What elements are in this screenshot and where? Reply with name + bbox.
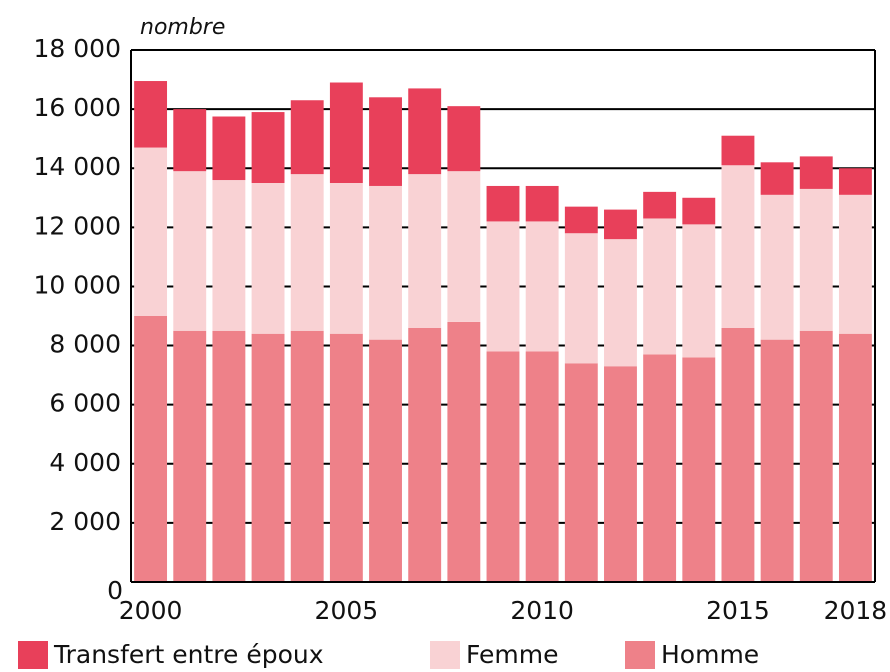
bar-segment (721, 135, 755, 166)
bar-segment (486, 221, 520, 352)
y-tick-label: 8 000 (49, 330, 121, 359)
bar-segment (329, 82, 363, 183)
bar-segment (486, 351, 520, 582)
bar-segment (760, 162, 794, 195)
bar-segment (604, 239, 637, 367)
legend-swatch (430, 641, 460, 669)
bar-segment (682, 197, 716, 225)
y-tick-label: 10 000 (34, 270, 121, 299)
x-tick-label: 2015 (706, 596, 770, 625)
y-tick-label: 16 000 (34, 93, 121, 122)
y-axis-label: nombre (140, 15, 225, 40)
bar-segment (799, 330, 833, 582)
y-tick-label: 14 000 (34, 152, 121, 181)
bar-segment (838, 168, 872, 195)
bar-segment (251, 112, 285, 183)
bar-segment (447, 106, 481, 172)
bar-segment (408, 88, 442, 175)
bar-segment (721, 165, 755, 328)
bar-segment (525, 351, 559, 582)
bar-segment (134, 316, 168, 582)
bar-segment (838, 333, 872, 582)
bar-segment (564, 206, 598, 234)
bar-segment (173, 330, 207, 582)
bar-segment (604, 366, 637, 582)
x-tick-label: 2018 (824, 596, 888, 625)
bar-segment (212, 116, 246, 181)
bar-segment (408, 174, 442, 328)
legend-swatch (18, 641, 48, 669)
bar-segment (760, 194, 794, 340)
bar-segment (564, 363, 598, 582)
bar-segment (486, 185, 520, 222)
legend-label: Femme (466, 640, 558, 669)
legend-label: Homme (661, 640, 759, 669)
bar-segment (290, 330, 324, 582)
bar-segment (408, 327, 442, 582)
legend-swatch (625, 641, 655, 669)
bar-segment (643, 354, 677, 582)
bar-segment (251, 183, 285, 334)
bar-segment (525, 185, 559, 222)
bar-segment (173, 171, 207, 331)
y-tick-label: 0 (107, 576, 123, 605)
bar-segment (212, 330, 246, 582)
bar-segment (525, 221, 559, 352)
bar-segment (447, 171, 481, 322)
bar-segment (604, 209, 637, 240)
bar-segment (134, 81, 168, 148)
bar-segment (212, 180, 246, 331)
bar-segment (290, 100, 324, 175)
bar-segment (447, 321, 481, 582)
x-tick-label: 2005 (315, 596, 379, 625)
x-tick-label: 2010 (510, 596, 574, 625)
bar-segment (369, 339, 402, 582)
bar-segment (134, 147, 168, 316)
bar-segment (838, 194, 872, 334)
bar-segment (251, 333, 285, 582)
legend-label: Transfert entre époux (53, 640, 324, 669)
bar-segment (799, 156, 833, 189)
bar-segment (329, 333, 363, 582)
y-tick-label: 12 000 (34, 211, 121, 240)
y-tick-label: 4 000 (49, 448, 121, 477)
bar-segment (760, 339, 794, 582)
y-tick-label: 18 000 (34, 34, 121, 63)
bar-segment (799, 188, 833, 331)
bar-segment (369, 185, 402, 340)
bar-segment (290, 174, 324, 331)
bar-segment (564, 233, 598, 364)
y-tick-label: 6 000 (49, 389, 121, 418)
bar-segment (643, 191, 677, 219)
bar-segment (173, 109, 207, 172)
bar-segment (643, 218, 677, 355)
bar-segment (721, 327, 755, 582)
bar-segment (682, 357, 716, 582)
bar-segment (682, 224, 716, 358)
bar-segment (369, 97, 402, 186)
bar-segment (329, 183, 363, 334)
y-tick-label: 2 000 (49, 507, 121, 536)
x-tick-label: 2000 (119, 596, 183, 625)
